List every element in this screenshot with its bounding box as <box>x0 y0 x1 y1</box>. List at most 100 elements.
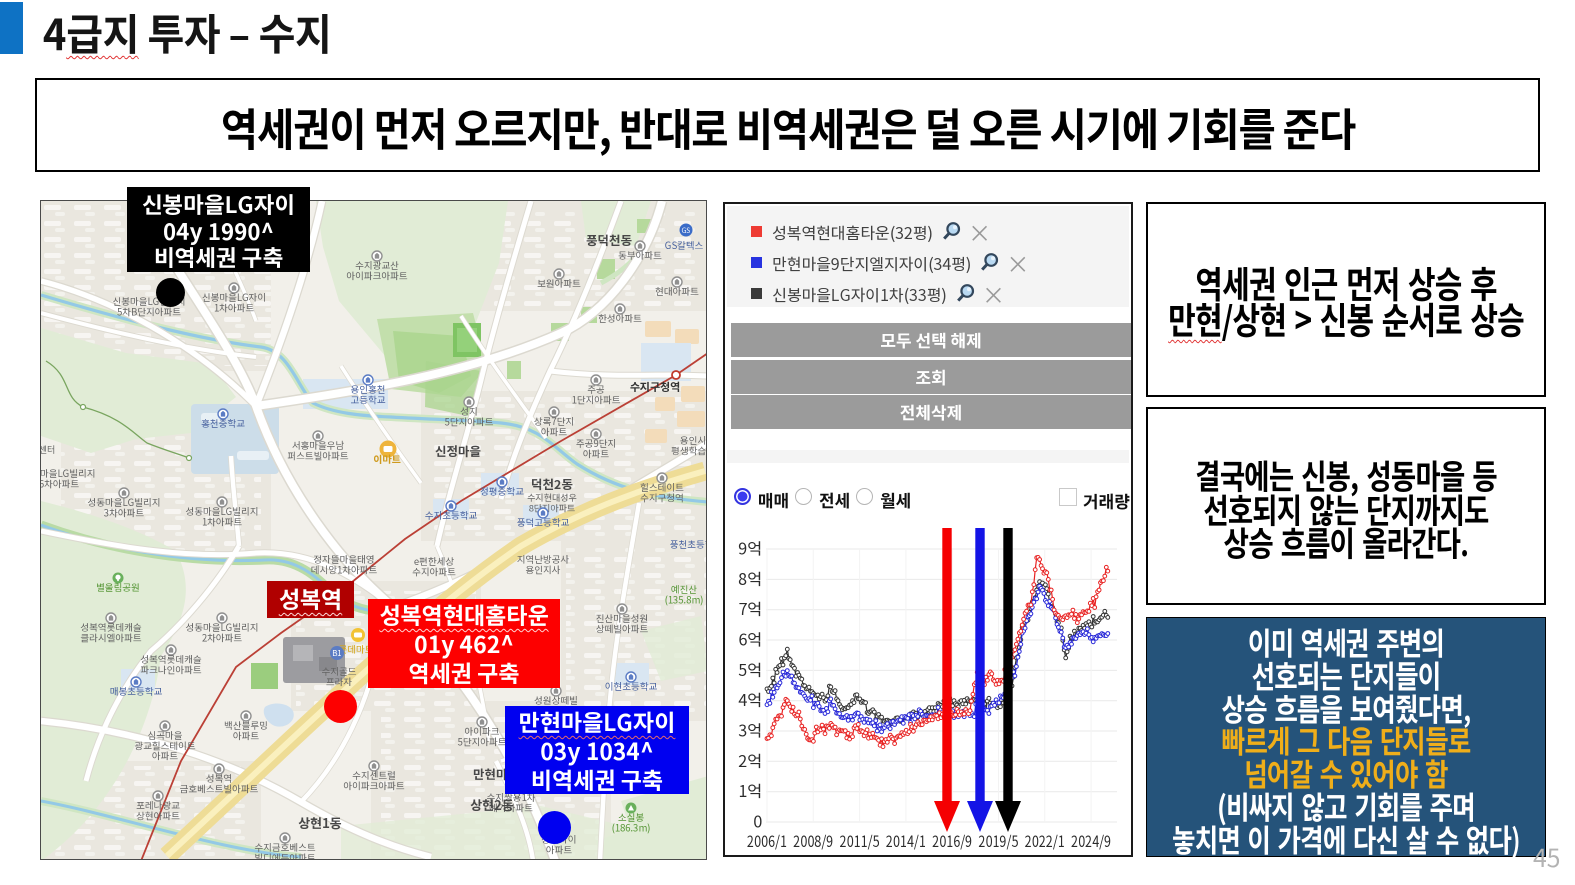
svg-text:지역난방공사: 지역난방공사 <box>517 552 570 566</box>
svg-text:GS: GS <box>682 226 691 236</box>
svg-text:한성아파트: 한성아파트 <box>598 311 642 325</box>
svg-text:2억: 2억 <box>738 748 762 772</box>
svg-text:광교힐스테이트: 광교힐스테이트 <box>134 738 195 752</box>
svg-text:신정마을: 신정마을 <box>435 441 481 460</box>
svg-text:3차아파트: 3차아파트 <box>104 505 144 519</box>
svg-text:아파트: 아파트 <box>152 749 178 763</box>
svg-text:동천마을LG빌리지: 동천마을LG빌리지 <box>41 466 95 480</box>
svg-text:2011/5: 2011/5 <box>840 830 880 852</box>
svg-text:주공: 주공 <box>587 382 604 396</box>
svg-text:현대아파트: 현대아파트 <box>655 284 699 298</box>
svg-text:(186.3m): (186.3m) <box>612 820 651 834</box>
svg-text:클라시엘아파트: 클라시엘아파트 <box>80 630 141 644</box>
svg-text:별울림공원: 별울림공원 <box>96 580 140 594</box>
svg-text:예진산: 예진산 <box>671 582 697 596</box>
svg-text:2014/1: 2014/1 <box>886 830 926 852</box>
svg-text:2024/9: 2024/9 <box>1071 830 1111 852</box>
svg-text:5단지아파트: 5단지아파트 <box>458 734 507 748</box>
svg-text:용인지사: 용인지사 <box>526 562 561 576</box>
svg-text:성지: 성지 <box>460 404 477 418</box>
svg-text:1차아파트: 1차아파트 <box>214 300 254 314</box>
svg-text:1차아파트: 1차아파트 <box>202 514 242 528</box>
svg-text:롯데마트: 롯데마트 <box>339 642 374 656</box>
svg-text:수지구청역: 수지구청역 <box>630 379 681 395</box>
svg-text:정자뜰마을태영: 정자뜰마을태영 <box>313 552 374 566</box>
svg-text:서홍마을우남: 서홍마을우남 <box>292 438 345 452</box>
svg-text:정평중학교: 정평중학교 <box>480 484 524 498</box>
svg-text:신봉마을LG자이: 신봉마을LG자이 <box>202 290 266 304</box>
svg-text:4억: 4억 <box>738 687 762 711</box>
svg-text:용인시: 용인시 <box>680 433 706 447</box>
svg-text:백산블루밍: 백산블루밍 <box>224 718 268 732</box>
svg-text:심곡마을: 심곡마을 <box>148 728 183 742</box>
svg-text:풍덕천동: 풍덕천동 <box>586 230 633 249</box>
svg-text:1단지아파트: 1단지아파트 <box>572 392 621 406</box>
svg-text:8억: 8억 <box>738 566 762 590</box>
svg-text:수지금호베스트: 수지금호베스트 <box>254 840 315 854</box>
svg-text:수지구청역: 수지구청역 <box>640 490 684 504</box>
svg-text:동부아파트: 동부아파트 <box>618 248 662 262</box>
svg-text:2006/1: 2006/1 <box>747 830 787 852</box>
svg-text:수지초등학교: 수지초등학교 <box>425 508 477 522</box>
svg-text:2019/5: 2019/5 <box>979 830 1019 852</box>
svg-text:수지골드: 수지골드 <box>322 664 357 678</box>
svg-text:2016/9: 2016/9 <box>932 830 972 852</box>
svg-text:아파트: 아파트 <box>233 728 259 742</box>
svg-text:보원아파트: 보원아파트 <box>537 276 581 290</box>
svg-text:아이파크아파트: 아이파크아파트 <box>343 778 404 792</box>
svg-text:B1: B1 <box>332 648 342 659</box>
svg-text:5단지아파트: 5단지아파트 <box>445 414 494 428</box>
svg-text:덕천2동: 덕천2동 <box>531 474 573 493</box>
svg-text:아파트: 아파트 <box>583 446 609 460</box>
svg-text:아이파크아파트: 아이파크아파트 <box>346 268 407 282</box>
svg-text:풍천초등학교: 풍천초등학교 <box>670 537 707 551</box>
svg-text:3억: 3억 <box>738 718 762 742</box>
svg-text:고등학교: 고등학교 <box>351 392 386 406</box>
svg-text:센터: 센터 <box>41 443 55 456</box>
svg-text:이현초등학교: 이현초등학교 <box>605 679 657 693</box>
svg-text:9억: 9억 <box>738 536 762 560</box>
svg-text:빌디에듀아파트: 빌디에듀아파트 <box>254 850 315 860</box>
svg-text:금호베스트빌아파트: 금호베스트빌아파트 <box>180 781 259 795</box>
svg-text:소실봉: 소실봉 <box>618 810 644 824</box>
svg-text:0: 0 <box>753 809 762 833</box>
svg-text:아이파크: 아이파크 <box>465 724 500 738</box>
svg-text:성복역롯데캐슬: 성복역롯데캐슬 <box>80 620 141 634</box>
svg-text:6억: 6억 <box>738 627 762 651</box>
svg-text:5억: 5억 <box>738 657 762 681</box>
svg-text:성원상떼빌: 성원상떼빌 <box>534 693 578 707</box>
svg-text:상떼빌아파트: 상떼빌아파트 <box>596 621 648 635</box>
svg-text:8단지아파트: 8단지아파트 <box>529 501 575 514</box>
svg-text:6차아파트: 6차아파트 <box>41 476 79 490</box>
svg-text:프라자: 프라자 <box>326 674 352 688</box>
svg-text:수지광교산: 수지광교산 <box>355 258 399 272</box>
svg-text:성동마을LG빌리지: 성동마을LG빌리지 <box>186 504 259 518</box>
svg-text:(135.8m): (135.8m) <box>665 592 704 606</box>
svg-text:상현1동: 상현1동 <box>298 813 342 832</box>
svg-text:주공9단지: 주공9단지 <box>576 436 616 450</box>
svg-text:성복역롯데캐슬: 성복역롯데캐슬 <box>140 652 201 666</box>
svg-text:2022/1: 2022/1 <box>1025 830 1065 852</box>
svg-text:e편한세상: e편한세상 <box>414 554 454 568</box>
svg-text:성동마을LG빌리지: 성동마을LG빌리지 <box>186 620 259 634</box>
svg-text:상현2동: 상현2동 <box>470 795 514 814</box>
svg-text:상록7단지: 상록7단지 <box>534 414 574 428</box>
svg-text:진산마을성원: 진산마을성원 <box>596 611 648 625</box>
svg-text:성동마을LG빌리지: 성동마을LG빌리지 <box>88 495 161 509</box>
svg-text:성복역: 성복역 <box>206 771 232 785</box>
svg-text:1억: 1억 <box>738 778 762 802</box>
svg-text:힐스테이트: 힐스테이트 <box>640 480 684 494</box>
svg-text:파크나인아파트: 파크나인아파트 <box>140 662 201 676</box>
svg-text:용인홍천: 용인홍천 <box>351 382 386 396</box>
svg-text:아파트: 아파트 <box>546 842 572 856</box>
svg-text:5차B단지아파트: 5차B단지아파트 <box>117 304 181 318</box>
svg-text:2차아파트: 2차아파트 <box>202 630 242 644</box>
svg-text:데시앙1차아파트: 데시앙1차아파트 <box>311 562 377 576</box>
svg-text:상현아파트: 상현아파트 <box>136 808 180 822</box>
svg-text:홍천중학교: 홍천중학교 <box>201 416 245 430</box>
svg-text:수지아파트: 수지아파트 <box>412 564 456 578</box>
svg-text:이마트: 이마트 <box>373 451 401 466</box>
svg-text:GS칼텍스: GS칼텍스 <box>665 238 703 252</box>
svg-text:포레나광교: 포레나광교 <box>136 798 180 812</box>
svg-text:풍덕고등학교: 풍덕고등학교 <box>517 515 569 529</box>
